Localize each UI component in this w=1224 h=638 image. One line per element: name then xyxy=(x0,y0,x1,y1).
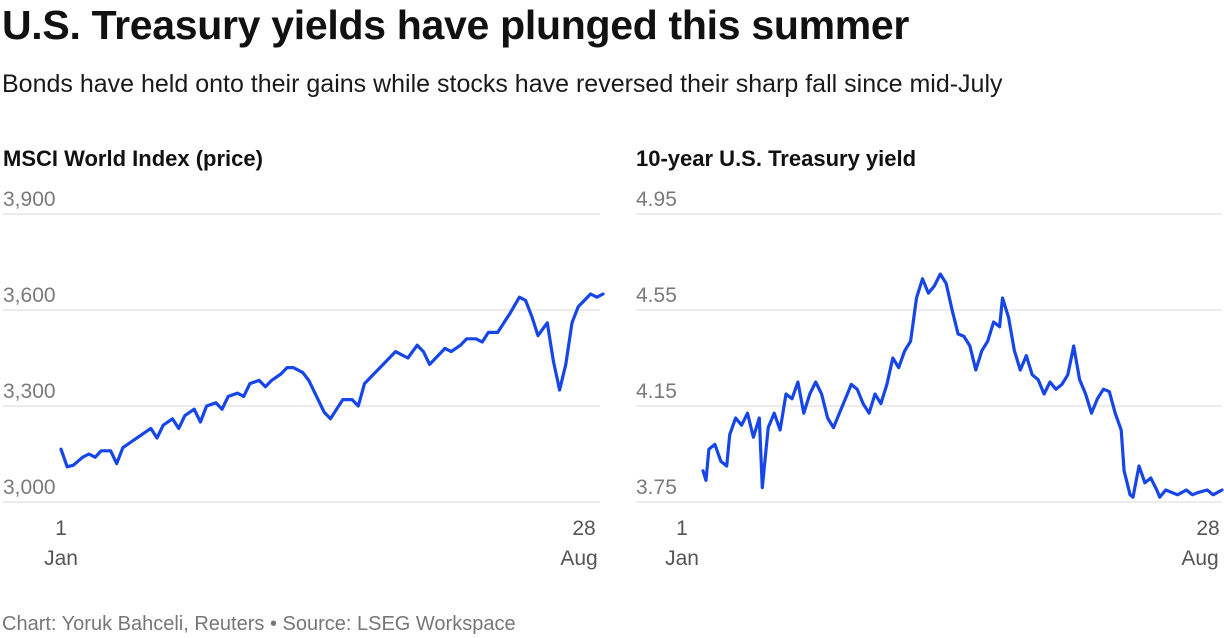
msci-panel-title: MSCI World Index (price) xyxy=(3,146,263,171)
msci-xtick-start-day: 1 xyxy=(55,517,67,540)
treasury-xtick-start-day: 1 xyxy=(676,517,688,540)
msci-xtick-start-month: Jan xyxy=(44,547,78,570)
treasury-ytick-4.55: 4.55 xyxy=(636,284,677,307)
footer-source: Source: LSEG Workspace xyxy=(282,613,516,635)
treasury-ytick-4.15: 4.15 xyxy=(636,380,677,403)
treasury-grid xyxy=(636,213,1222,503)
treasury-xtick-end-day: 28 xyxy=(1196,517,1219,540)
msci-ytick-3000: 3,000 xyxy=(3,476,56,499)
treasury-ytick-3.75: 3.75 xyxy=(636,476,677,499)
treasury-series-line xyxy=(701,272,1224,499)
treasury-panel: 10-year U.S. Treasury yield 4.95 4.55 4.… xyxy=(636,146,1224,570)
treasury-xtick-end-month: Aug xyxy=(1181,547,1218,570)
footer-separator: • xyxy=(269,613,277,635)
treasury-ytick-4.95: 4.95 xyxy=(636,188,677,211)
chart-footer: Chart: Yoruk Bahceli, Reuters • Source: … xyxy=(2,613,516,636)
chart-subtitle: Bonds have held onto their gains while s… xyxy=(2,70,1003,98)
msci-xtick-end-month: Aug xyxy=(560,547,597,570)
msci-grid xyxy=(3,213,600,503)
msci-xtick-end-day: 28 xyxy=(572,517,595,540)
msci-ytick-3300: 3,300 xyxy=(3,380,56,403)
msci-series-line xyxy=(59,292,605,469)
msci-ytick-3900: 3,900 xyxy=(3,188,56,211)
treasury-panel-title: 10-year U.S. Treasury yield xyxy=(636,146,916,171)
treasury-xtick-start-month: Jan xyxy=(665,547,699,570)
footer-credit: Chart: Yoruk Bahceli, Reuters xyxy=(2,613,265,635)
chart-title: U.S. Treasury yields have plunged this s… xyxy=(2,2,910,48)
msci-ytick-3600: 3,600 xyxy=(3,284,56,307)
msci-panel: MSCI World Index (price) 3,900 3,600 3,3… xyxy=(3,146,605,570)
